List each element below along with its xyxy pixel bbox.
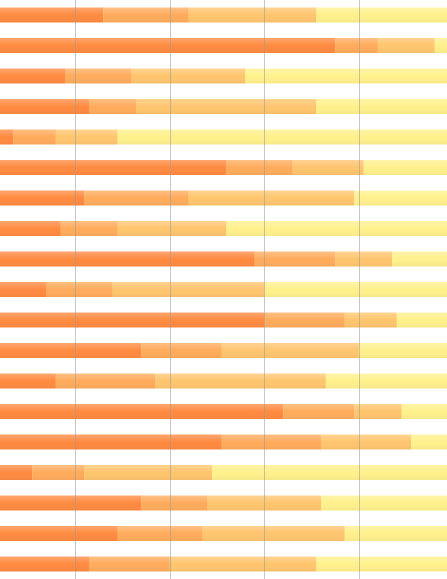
bar-shine xyxy=(0,99,447,114)
bar-shine xyxy=(0,282,447,297)
bar-shine xyxy=(0,373,447,389)
bar-shine xyxy=(0,495,447,511)
bar-shine xyxy=(0,160,447,175)
bar-shine xyxy=(0,7,447,23)
bar-shine xyxy=(0,251,447,267)
bar-shine xyxy=(0,404,447,419)
bar-shine xyxy=(0,465,447,480)
bar-shine xyxy=(0,221,447,236)
bar-shine xyxy=(0,526,447,541)
bar-shine xyxy=(0,190,447,206)
bar-shine xyxy=(0,556,447,572)
bar-shine xyxy=(0,434,447,450)
bar-shine xyxy=(0,312,447,328)
bar-shine xyxy=(0,343,447,358)
bar-shine xyxy=(0,38,447,53)
bar-shine xyxy=(0,68,447,84)
bar-shine xyxy=(0,129,447,145)
